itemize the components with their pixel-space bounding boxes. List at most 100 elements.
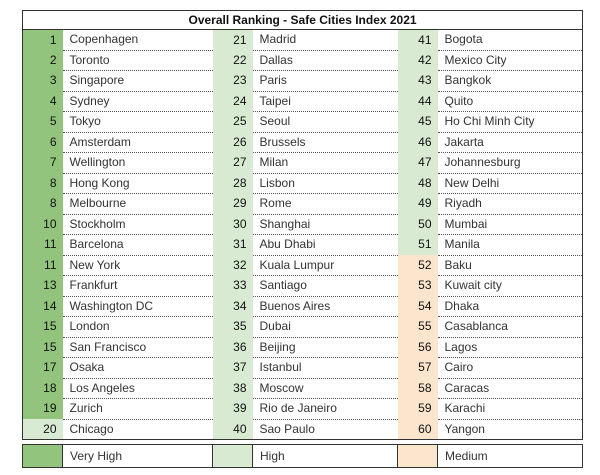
table-row: 15 London 35 Dubai 55 Casablanca — [22, 316, 584, 338]
city-cell: Bogota — [437, 29, 584, 51]
rank-cell: 27 — [212, 152, 253, 173]
city-cell: New York — [62, 255, 213, 276]
rank-cell: 45 — [397, 111, 438, 132]
city-cell: Taipei — [252, 91, 398, 112]
rank-cell: 19 — [22, 398, 63, 419]
city-cell: Ho Chi Minh City — [437, 111, 584, 133]
city-cell: Quito — [437, 91, 584, 112]
city-cell: Toronto — [62, 50, 213, 71]
city-cell: Seoul — [252, 111, 398, 133]
rank-cell: 17 — [22, 357, 63, 378]
rank-cell: 58 — [397, 378, 438, 399]
city-cell: Buenos Aires — [252, 296, 398, 317]
city-cell: Moscow — [252, 378, 398, 399]
city-cell: Bangkok — [437, 70, 584, 92]
table-row: 20 Chicago 40 Sao Paulo 60 Yangon — [22, 419, 584, 440]
table-row: 4 Sydney 24 Taipei 44 Quito — [22, 91, 584, 112]
city-cell: Sydney — [62, 91, 213, 112]
city-cell: Beijing — [252, 337, 398, 358]
legend-label: High — [252, 444, 398, 468]
city-cell: Melbourne — [62, 193, 213, 215]
legend-swatch-medium — [397, 444, 438, 468]
city-cell: Milan — [252, 152, 398, 174]
rank-cell: 24 — [212, 91, 253, 112]
city-cell: Santiago — [252, 275, 398, 297]
city-cell: Kuala Lumpur — [252, 255, 398, 276]
ranking-body: 1 Copenhagen 21 Madrid 41 Bogota 2 Toronto 22 Dal… — [22, 29, 584, 440]
city-cell: Copenhagen — [62, 29, 213, 51]
city-cell: Lagos — [437, 337, 584, 358]
city-cell: Johannesburg — [437, 152, 584, 174]
city-cell: Baku — [437, 255, 584, 276]
table-row: 5 Tokyo 25 Seoul 45 Ho Chi Minh City — [22, 111, 584, 133]
rank-cell: 30 — [212, 214, 253, 235]
rank-cell: 11 — [22, 255, 63, 276]
legend-row: Very High High Medium — [22, 444, 583, 468]
rank-cell: 42 — [397, 50, 438, 71]
city-cell: Singapore — [62, 70, 213, 92]
rank-cell: 53 — [397, 275, 438, 296]
rank-cell: 15 — [22, 316, 63, 337]
legend-swatch-very-high — [22, 444, 63, 468]
city-cell: Kuwait city — [437, 275, 584, 297]
table-row: 10 Stockholm 30 Shanghai 50 Mumbai — [22, 214, 584, 235]
city-cell: Madrid — [252, 29, 398, 51]
city-cell: Jakarta — [437, 132, 584, 153]
ranking-table: Overall Ranking - Safe Cities Index 2021… — [21, 10, 584, 440]
rank-cell: 5 — [22, 111, 63, 132]
city-cell: Wellington — [62, 152, 213, 174]
rank-cell: 43 — [397, 70, 438, 91]
rank-cell: 49 — [397, 193, 438, 214]
rank-cell: 56 — [397, 337, 438, 358]
rank-cell: 3 — [22, 70, 63, 91]
city-cell: Hong Kong — [62, 173, 213, 194]
city-cell: Amsterdam — [62, 132, 213, 153]
city-cell: Sao Paulo — [252, 419, 398, 440]
rank-cell: 40 — [212, 419, 253, 440]
city-cell: New Delhi — [437, 173, 584, 194]
table-row: 1 Copenhagen 21 Madrid 41 Bogota — [22, 29, 584, 51]
table-row: 15 San Francisco 36 Beijing 56 Lagos — [22, 337, 584, 358]
city-cell: Shanghai — [252, 214, 398, 235]
city-cell: Brussels — [252, 132, 398, 153]
city-cell: Dubai — [252, 316, 398, 338]
rank-cell: 41 — [397, 29, 438, 50]
table-row: 8 Melbourne 29 Rome 49 Riyadh — [22, 193, 584, 215]
city-cell: Manila — [437, 234, 584, 256]
rank-cell: 14 — [22, 296, 63, 317]
rank-cell: 48 — [397, 173, 438, 194]
rank-cell: 32 — [212, 255, 253, 276]
city-cell: Dhaka — [437, 296, 584, 317]
rank-cell: 23 — [212, 70, 253, 91]
table-row: 11 New York 32 Kuala Lumpur 52 Baku — [22, 255, 584, 276]
table-row: 7 Wellington 27 Milan 47 Johannesburg — [22, 152, 584, 174]
city-cell: Frankfurt — [62, 275, 213, 297]
city-cell: San Francisco — [62, 337, 213, 358]
rank-cell: 39 — [212, 398, 253, 419]
table-row: 6 Amsterdam 26 Brussels 46 Jakarta — [22, 132, 584, 153]
city-cell: Osaka — [62, 357, 213, 379]
rank-cell: 26 — [212, 132, 253, 153]
rank-cell: 1 — [22, 29, 63, 50]
city-cell: Caracas — [437, 378, 584, 399]
rank-cell: 52 — [397, 255, 438, 276]
city-cell: Tokyo — [62, 111, 213, 133]
rank-cell: 8 — [22, 193, 63, 214]
rank-cell: 55 — [397, 316, 438, 337]
rank-cell: 54 — [397, 296, 438, 317]
rank-cell: 15 — [22, 337, 63, 358]
rank-cell: 35 — [212, 316, 253, 337]
rank-cell: 11 — [22, 234, 63, 255]
city-cell: Rome — [252, 193, 398, 215]
city-cell: Yangon — [437, 419, 584, 440]
legend-label: Medium — [437, 444, 583, 468]
rank-cell: 34 — [212, 296, 253, 317]
table-row: 13 Frankfurt 33 Santiago 53 Kuwait city — [22, 275, 584, 297]
rank-cell: 57 — [397, 357, 438, 378]
rank-cell: 2 — [22, 50, 63, 71]
table-row: 17 Osaka 37 Istanbul 57 Cairo — [22, 357, 584, 379]
city-cell: Stockholm — [62, 214, 213, 235]
rank-cell: 50 — [397, 214, 438, 235]
table-row: 18 Los Angeles 38 Moscow 58 Caracas — [22, 378, 584, 399]
rank-cell: 21 — [212, 29, 253, 50]
